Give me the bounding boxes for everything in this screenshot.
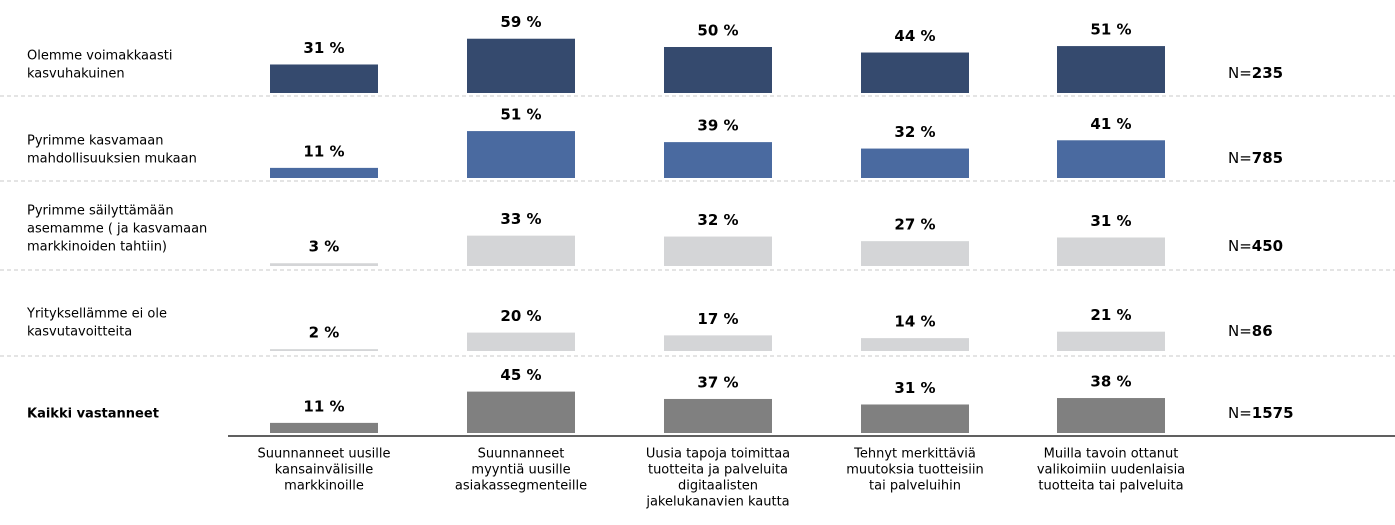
- bar: [467, 332, 575, 351]
- value-label: 51 %: [500, 106, 541, 124]
- n-value: 235: [1252, 64, 1283, 82]
- value-label: 31 %: [894, 379, 935, 397]
- bar: [270, 64, 378, 93]
- bar: [270, 263, 378, 266]
- row-label: Pyrimme kasvamaan: [27, 134, 163, 149]
- n-label: N=785: [1228, 149, 1283, 167]
- bar: [1057, 237, 1165, 266]
- row-label: markkinoiden tahtiin): [27, 240, 167, 255]
- value-label: 33 %: [500, 210, 541, 228]
- bar: [664, 142, 772, 178]
- value-label: 3 %: [309, 238, 340, 256]
- x-tick-label: markkinoille: [284, 479, 364, 494]
- n-value: 450: [1252, 237, 1283, 255]
- x-tick-label: tuotteita ja palveluita: [648, 463, 788, 478]
- value-label: 45 %: [500, 366, 541, 384]
- x-tick-label: valikoimiin uudenlaisia: [1037, 463, 1185, 478]
- n-value: 1575: [1252, 404, 1294, 422]
- bar: [1057, 398, 1165, 433]
- value-label: 51 %: [1090, 21, 1131, 39]
- value-label: 31 %: [1090, 212, 1131, 230]
- bar: [664, 47, 772, 93]
- bar: [270, 422, 378, 433]
- value-label: 32 %: [697, 211, 738, 229]
- value-label: 21 %: [1090, 306, 1131, 324]
- row-label: Yrityksellämme ei ole: [26, 307, 167, 322]
- n-prefix: N=: [1228, 322, 1252, 340]
- bar: [664, 398, 772, 433]
- bar: [467, 391, 575, 433]
- x-tick-label: digitaalisten: [678, 479, 758, 494]
- value-label: 38 %: [1090, 373, 1131, 391]
- row-label: kasvuhakuinen: [27, 67, 125, 82]
- bar: [664, 335, 772, 351]
- value-label: 27 %: [894, 216, 935, 234]
- bar: [467, 131, 575, 178]
- x-tick-label: Muilla tavoin ottanut: [1044, 447, 1179, 462]
- n-label: N=1575: [1228, 404, 1294, 422]
- x-tick-label: muutoksia tuotteisiin: [846, 463, 984, 478]
- x-tick-label: kansainvälisille: [275, 463, 374, 478]
- row-label: kasvutavoitteita: [27, 325, 132, 340]
- value-label: 44 %: [894, 27, 935, 45]
- bar: [1057, 331, 1165, 351]
- row-label: Kaikki vastanneet: [27, 407, 159, 422]
- n-value: 785: [1252, 149, 1283, 167]
- bar: [664, 236, 772, 266]
- value-label: 20 %: [500, 307, 541, 325]
- x-tick-label: jakelukanavien kautta: [645, 495, 789, 510]
- n-prefix: N=: [1228, 149, 1252, 167]
- bar: [270, 167, 378, 178]
- n-label: N=235: [1228, 64, 1283, 82]
- n-value: 86: [1252, 322, 1273, 340]
- row-label: mahdollisuuksien mukaan: [27, 152, 197, 167]
- value-label: 17 %: [697, 310, 738, 328]
- value-label: 11 %: [303, 397, 344, 415]
- value-label: 2 %: [309, 324, 340, 342]
- x-tick-label: tuotteita tai palveluita: [1038, 479, 1183, 494]
- n-label: N=86: [1228, 322, 1273, 340]
- bar: [861, 404, 969, 433]
- row-label: asemamme ( ja kasvamaan: [27, 222, 207, 237]
- x-tick-label: myyntiä uusille: [471, 463, 570, 478]
- x-tick-label: tai palveluihin: [869, 479, 961, 494]
- x-tick-label: Suunnanneet: [478, 447, 565, 462]
- x-tick-label: Suunnanneet uusille: [258, 447, 391, 462]
- bar: [861, 241, 969, 266]
- x-tick-label: asiakassegmenteille: [455, 479, 587, 494]
- row-label: Pyrimme säilyttämään: [27, 204, 174, 219]
- bar: [1057, 140, 1165, 178]
- value-label: 31 %: [303, 39, 344, 57]
- bar: [1057, 46, 1165, 93]
- bar: [270, 349, 378, 351]
- x-tick-label: Uusia tapoja toimittaa: [646, 447, 790, 462]
- value-label: 32 %: [894, 123, 935, 141]
- n-prefix: N=: [1228, 237, 1252, 255]
- value-label: 14 %: [894, 313, 935, 331]
- bar: [861, 338, 969, 351]
- bar: [467, 235, 575, 266]
- value-label: 59 %: [500, 13, 541, 31]
- n-prefix: N=: [1228, 404, 1252, 422]
- value-label: 11 %: [303, 142, 344, 160]
- value-label: 50 %: [697, 22, 738, 40]
- bar: [467, 38, 575, 93]
- n-prefix: N=: [1228, 64, 1252, 82]
- x-tick-label: Tehnyt merkittäviä: [853, 447, 976, 462]
- bar: [861, 52, 969, 93]
- row-label: Olemme voimakkaasti: [27, 49, 172, 64]
- value-label: 41 %: [1090, 115, 1131, 133]
- bar: [861, 148, 969, 178]
- value-label: 37 %: [697, 373, 738, 391]
- value-label: 39 %: [697, 117, 738, 135]
- n-label: N=450: [1228, 237, 1283, 255]
